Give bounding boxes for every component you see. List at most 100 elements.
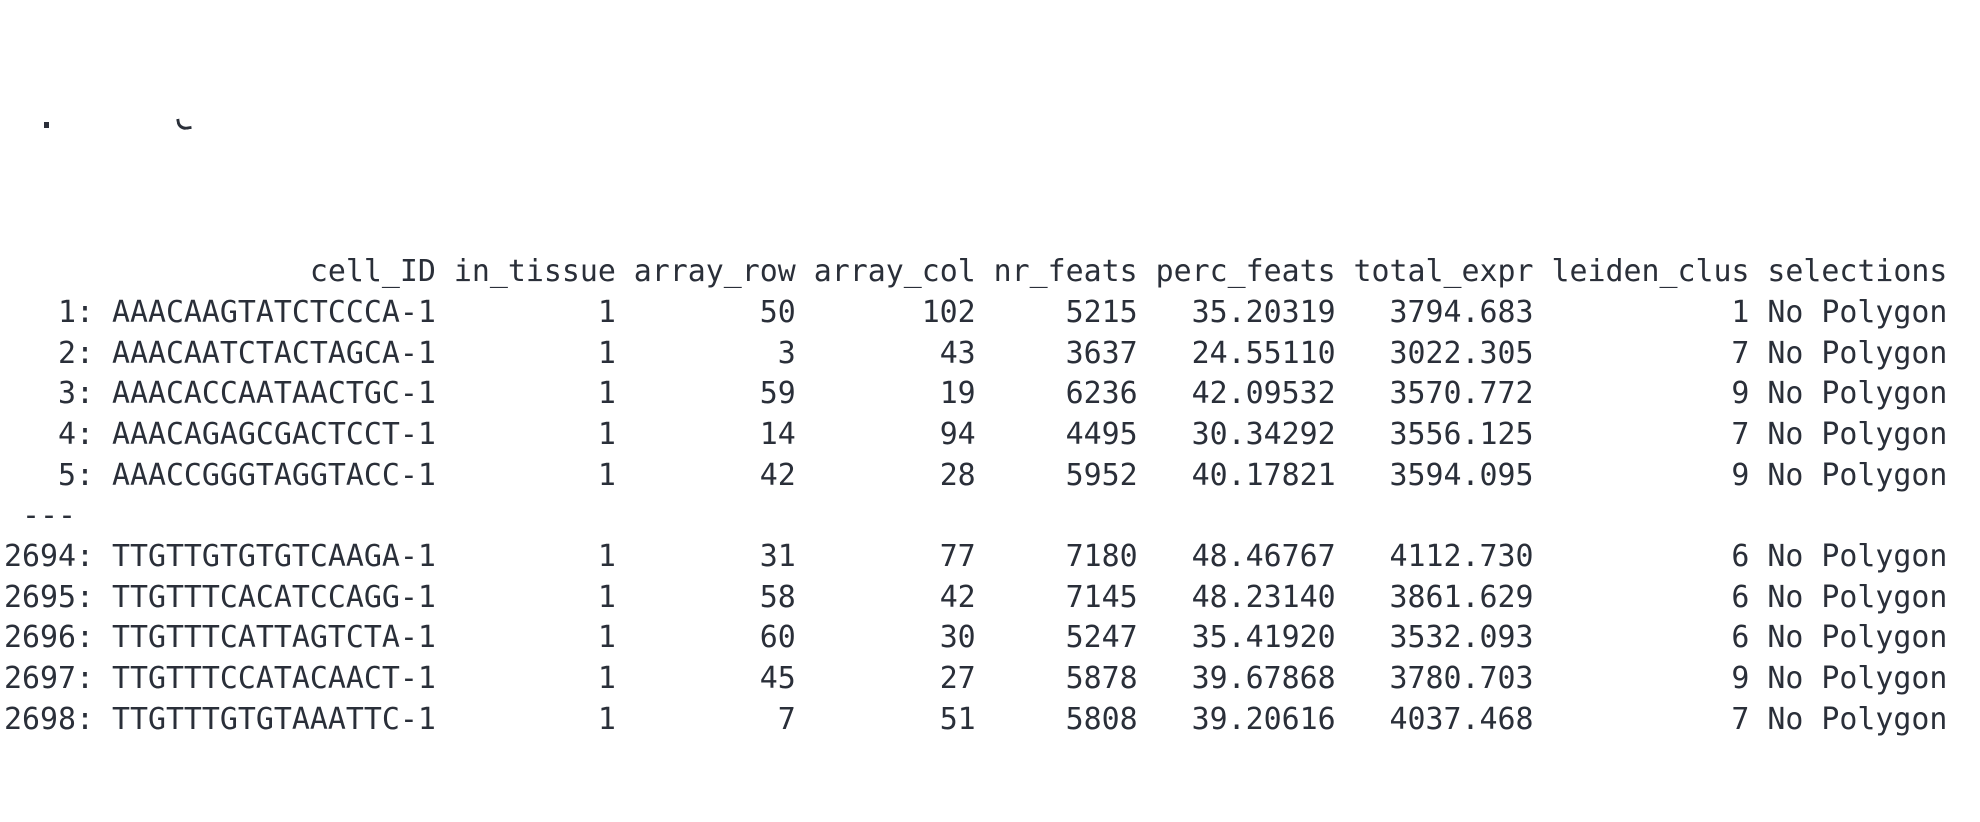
- header-total_expr: total_expr: [1353, 254, 1534, 290]
- cell-nr_feats: 5952: [1065, 457, 1138, 493]
- cell-nr_feats: 6236: [1065, 376, 1138, 412]
- cell-in_tissue: 1: [597, 376, 616, 412]
- header-array_col: array_col: [813, 254, 976, 290]
- cell-in_tissue: 1: [597, 661, 616, 697]
- cell-perc_feats: 42.09532: [1191, 376, 1336, 412]
- data-table: cell_ID in_tissue array_row array_col nr_fea…: [0, 252, 1980, 740]
- cell-cell_ID: TTGTTTGTGTAAATTC-1: [111, 701, 436, 737]
- cell-array_col: 19: [939, 376, 976, 412]
- table-separator-row: ---: [4, 496, 1980, 537]
- header-in_tissue: in_tissue: [453, 254, 616, 290]
- cell-leiden_clus: 9: [1731, 457, 1750, 493]
- header-perc_feats: perc_feats: [1155, 254, 1336, 290]
- row-label: 1:: [57, 294, 94, 330]
- cell-array_col: 51: [939, 701, 976, 737]
- cell-cell_ID: AAACAGAGCGACTCCT-1: [111, 416, 436, 452]
- cell-nr_feats: 3637: [1065, 335, 1138, 371]
- cell-leiden_clus: 6: [1731, 579, 1750, 615]
- cell-leiden_clus: 9: [1731, 661, 1750, 697]
- cell-selections: No Polygon: [1767, 335, 1948, 371]
- cell-selections: No Polygon: [1767, 294, 1948, 330]
- cell-selections: No Polygon: [1767, 661, 1948, 697]
- clipped-text-fragment: [44, 122, 49, 129]
- cell-leiden_clus: 7: [1731, 335, 1750, 371]
- cell-total_expr: 3794.683: [1389, 294, 1534, 330]
- cell-total_expr: 3556.125: [1389, 416, 1534, 452]
- cell-array_row: 42: [759, 457, 796, 493]
- cell-nr_feats: 4495: [1065, 416, 1138, 452]
- table-row: 2: AAACAATCTACTAGCA-1 1 3 43 3637 24.55110 3022…: [4, 334, 1980, 375]
- table-row: 4: AAACAGAGCGACTCCT-1 1 14 94 4495 30.34292 355…: [4, 415, 1980, 456]
- cell-perc_feats: 30.34292: [1191, 416, 1336, 452]
- cell-array_row: 58: [759, 579, 796, 615]
- row-label: 2695:: [4, 579, 94, 615]
- cell-leiden_clus: 6: [1731, 539, 1750, 575]
- header-cell_ID: cell_ID: [309, 254, 436, 290]
- cell-in_tissue: 1: [597, 579, 616, 615]
- cell-in_tissue: 1: [597, 457, 616, 493]
- cell-perc_feats: 35.41920: [1191, 620, 1336, 656]
- cell-selections: No Polygon: [1767, 620, 1948, 656]
- row-label: 2:: [57, 335, 94, 371]
- cell-nr_feats: 5878: [1065, 661, 1138, 697]
- cell-total_expr: 3022.305: [1389, 335, 1534, 371]
- clipped-line: [0, 117, 1980, 132]
- cell-nr_feats: 7145: [1065, 579, 1138, 615]
- table-row: 2694: TTGTTGTGTGTCAAGA-1 1 31 77 7180 48.46767…: [4, 537, 1980, 578]
- cell-total_expr: 3570.772: [1389, 376, 1534, 412]
- row-label: 2698:: [4, 701, 94, 737]
- cell-nr_feats: 7180: [1065, 539, 1138, 575]
- cell-array_row: 14: [759, 416, 796, 452]
- cell-perc_feats: 40.17821: [1191, 457, 1336, 493]
- separator-marks: ---: [21, 498, 76, 534]
- table-header-row: cell_ID in_tissue array_row array_col nr_fea…: [4, 252, 1980, 293]
- cell-leiden_clus: 9: [1731, 376, 1750, 412]
- table-row: 2697: TTGTTTCCATACAACT-1 1 45 27 5878 39.67868…: [4, 659, 1980, 700]
- cell-leiden_clus: 7: [1731, 701, 1750, 737]
- cell-selections: No Polygon: [1767, 416, 1948, 452]
- clipped-text-fragment: [176, 117, 192, 132]
- cell-leiden_clus: 6: [1731, 620, 1750, 656]
- row-label: 5:: [57, 457, 94, 493]
- table-row: 2696: TTGTTTCATTAGTCTA-1 1 60 30 5247 35.41920…: [4, 618, 1980, 659]
- cell-array_col: 30: [939, 620, 976, 656]
- table-row: 1: AAACAAGTATCTCCCA-1 1 50 102 5215 35.20319 37…: [4, 293, 1980, 334]
- cell-array_row: 50: [759, 294, 796, 330]
- row-label: 2697:: [4, 661, 94, 697]
- cell-array_row: 3: [777, 335, 796, 371]
- cell-array_col: 27: [939, 661, 976, 697]
- cell-nr_feats: 5808: [1065, 701, 1138, 737]
- console-output: cell_ID in_tissue array_row array_col nr_fea…: [0, 117, 1980, 737]
- cell-in_tissue: 1: [597, 294, 616, 330]
- cell-selections: No Polygon: [1767, 701, 1948, 737]
- cell-cell_ID: TTGTTTCATTAGTCTA-1: [111, 620, 436, 656]
- cell-cell_ID: TTGTTTCCATACAACT-1: [111, 661, 436, 697]
- cell-total_expr: 3532.093: [1389, 620, 1534, 656]
- cell-array_col: 28: [939, 457, 976, 493]
- cell-array_col: 77: [939, 539, 976, 575]
- cell-nr_feats: 5247: [1065, 620, 1138, 656]
- cell-nr_feats: 5215: [1065, 294, 1138, 330]
- cell-leiden_clus: 1: [1731, 294, 1750, 330]
- header-leiden_clus: leiden_clus: [1551, 254, 1750, 290]
- table-row: 2698: TTGTTTGTGTAAATTC-1 1 7 51 5808 39.20616 4…: [4, 700, 1980, 741]
- cell-total_expr: 4037.468: [1389, 701, 1534, 737]
- cell-array_row: 31: [759, 539, 796, 575]
- cell-in_tissue: 1: [597, 335, 616, 371]
- header-nr_feats: nr_feats: [993, 254, 1138, 290]
- row-label: 2694:: [4, 539, 94, 575]
- cell-cell_ID: AAACAAGTATCTCCCA-1: [111, 294, 436, 330]
- cell-total_expr: 3780.703: [1389, 661, 1534, 697]
- table-row: 5: AAACCGGGTAGGTACC-1 1 42 28 5952 40.17821 359…: [4, 456, 1980, 497]
- cell-selections: No Polygon: [1767, 376, 1948, 412]
- row-label: 4:: [57, 416, 94, 452]
- cell-cell_ID: TTGTTGTGTGTCAAGA-1: [111, 539, 436, 575]
- cell-array_row: 59: [759, 376, 796, 412]
- cell-total_expr: 4112.730: [1389, 539, 1534, 575]
- cell-perc_feats: 35.20319: [1191, 294, 1336, 330]
- cell-selections: No Polygon: [1767, 457, 1948, 493]
- cell-total_expr: 3861.629: [1389, 579, 1534, 615]
- cell-array_row: 7: [777, 701, 796, 737]
- table-row: 2695: TTGTTTCACATCCAGG-1 1 58 42 7145 48.23140…: [4, 578, 1980, 619]
- header-array_row: array_row: [633, 254, 796, 290]
